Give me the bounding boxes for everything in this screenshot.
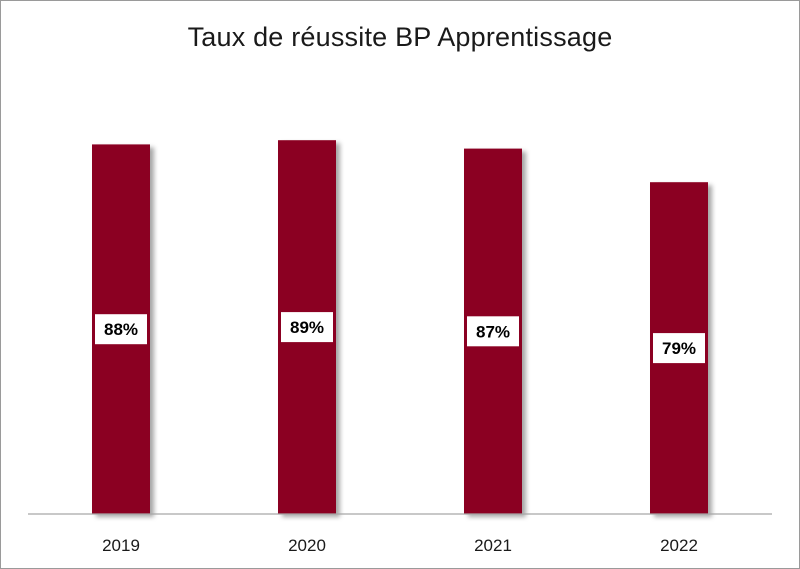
data-label-2022: 79%	[653, 333, 705, 364]
data-label-2021: 87%	[467, 316, 519, 347]
x-tick-labels-layer: 2019 2020 2021 2022	[102, 536, 698, 555]
data-label-2019: 88%	[95, 314, 147, 345]
data-label-text: 89%	[290, 318, 324, 337]
data-label-box	[653, 333, 705, 364]
data-label-box	[281, 312, 333, 343]
data-label-text: 87%	[476, 322, 510, 341]
bars-layer	[92, 140, 708, 514]
x-tick-2022: 2022	[660, 536, 698, 555]
x-tick-2019: 2019	[102, 536, 140, 555]
data-labels-layer: 88% 89% 87% 79%	[95, 312, 705, 364]
data-label-text: 79%	[662, 339, 696, 358]
data-label-box	[467, 316, 519, 347]
x-tick-2021: 2021	[474, 536, 512, 555]
data-label-box	[95, 314, 147, 345]
chart-title: Taux de réussite BP Apprentissage	[187, 22, 613, 52]
data-label-text: 88%	[104, 320, 138, 339]
x-tick-2020: 2020	[288, 536, 326, 555]
data-label-2020: 89%	[281, 312, 333, 343]
